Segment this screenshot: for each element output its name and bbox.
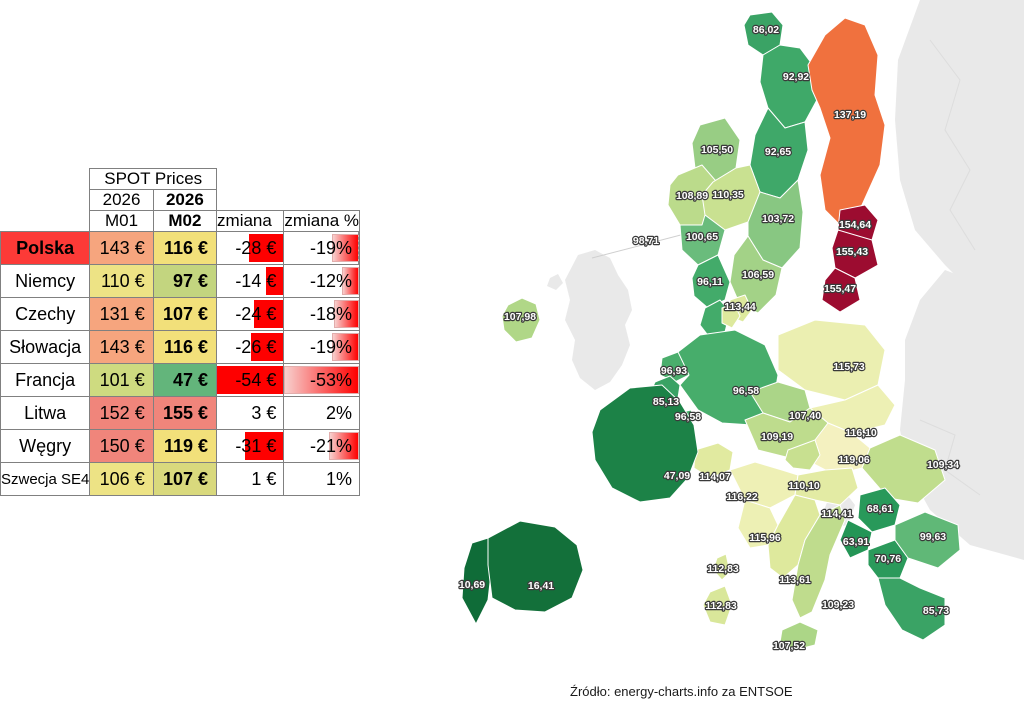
svg-text:63,91: 63,91 — [843, 536, 869, 548]
svg-text:106,59: 106,59 — [742, 269, 774, 281]
svg-text:113,61: 113,61 — [779, 574, 811, 586]
svg-text:155,43: 155,43 — [836, 246, 868, 258]
svg-text:115,73: 115,73 — [833, 361, 865, 373]
svg-text:109,23: 109,23 — [822, 599, 854, 611]
svg-text:112,83: 112,83 — [707, 563, 739, 575]
svg-text:119,06: 119,06 — [838, 454, 870, 466]
svg-text:103,72: 103,72 — [762, 213, 794, 225]
svg-text:108,89: 108,89 — [676, 190, 708, 202]
svg-text:109,19: 109,19 — [761, 431, 793, 443]
svg-text:110,35: 110,35 — [712, 189, 744, 201]
svg-text:109,34: 109,34 — [927, 459, 959, 471]
svg-text:107,98: 107,98 — [504, 311, 536, 323]
svg-text:107,40: 107,40 — [789, 410, 821, 422]
svg-text:155,47: 155,47 — [824, 283, 856, 295]
svg-text:116,22: 116,22 — [726, 491, 758, 503]
svg-text:113,44: 113,44 — [724, 301, 756, 313]
svg-text:100,65: 100,65 — [686, 231, 718, 243]
svg-text:110,10: 110,10 — [788, 480, 820, 492]
svg-text:96,58: 96,58 — [675, 411, 701, 423]
svg-text:112,83: 112,83 — [705, 600, 737, 612]
svg-text:70,76: 70,76 — [875, 553, 901, 565]
svg-text:96,93: 96,93 — [661, 365, 687, 377]
svg-text:96,58: 96,58 — [733, 385, 759, 397]
svg-text:114,41: 114,41 — [821, 508, 853, 520]
svg-text:115,96: 115,96 — [749, 532, 781, 544]
svg-text:92,65: 92,65 — [765, 146, 791, 158]
svg-text:107,52: 107,52 — [773, 640, 805, 652]
svg-text:137,19: 137,19 — [834, 109, 866, 121]
svg-text:99,63: 99,63 — [920, 531, 946, 543]
svg-text:114,07: 114,07 — [699, 471, 731, 483]
svg-text:92,92: 92,92 — [783, 71, 809, 83]
svg-text:86,02: 86,02 — [753, 24, 779, 36]
svg-text:105,50: 105,50 — [701, 144, 733, 156]
svg-text:16,41: 16,41 — [528, 580, 554, 592]
svg-text:96,11: 96,11 — [697, 276, 723, 288]
svg-text:10,69: 10,69 — [459, 579, 485, 591]
svg-text:98,71: 98,71 — [633, 235, 659, 247]
svg-text:85,13: 85,13 — [653, 396, 679, 408]
svg-text:47,09: 47,09 — [664, 470, 690, 482]
svg-text:116,10: 116,10 — [845, 427, 877, 439]
svg-text:154,64: 154,64 — [839, 219, 871, 231]
svg-text:68,61: 68,61 — [867, 503, 893, 515]
svg-text:85,73: 85,73 — [923, 605, 949, 617]
